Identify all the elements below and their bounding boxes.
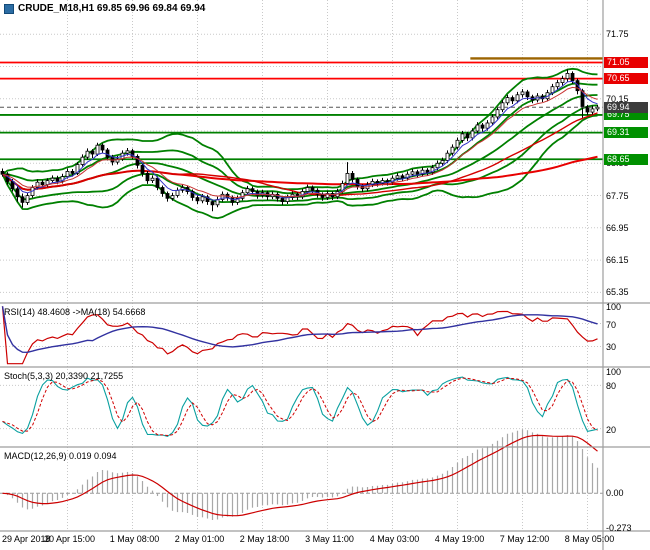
resistance-level-badge: 71.05 xyxy=(604,56,648,68)
stoch-axis-tick: 20 xyxy=(606,424,617,435)
macd-axis-tick: 0.00 xyxy=(606,488,624,499)
rsi-label: RSI(14) 48.4608 ->MA(18) 54.6668 xyxy=(4,307,146,317)
current-price-badge: 69.94 xyxy=(604,101,648,113)
time-axis-label: 3 May 11:00 xyxy=(305,534,354,544)
time-axis-label: 2 May 18:00 xyxy=(239,534,290,544)
price-axis-tick: 66.15 xyxy=(606,255,629,266)
support-level-badge: 69.75 xyxy=(604,109,648,121)
stoch-label: Stoch(5,3,3) 20,3390 21,7255 xyxy=(4,371,124,381)
support-level-badge: 69.31 xyxy=(604,127,648,139)
time-axis-label: 2 May 01:00 xyxy=(174,534,225,544)
rsi-axis-tick: 100 xyxy=(606,302,622,313)
symbol-header: CRUDE_M18,H1 69.85 69.96 69.84 69.94 xyxy=(4,3,205,14)
time-axis-label: 29 Apr 2018 xyxy=(2,534,51,544)
time-axis-label: 4 May 19:00 xyxy=(434,534,485,544)
resistance-level-badge: 70.65 xyxy=(604,73,648,85)
price-axis-tick: 65.35 xyxy=(606,287,629,298)
macd-axis-tick: -0.273 xyxy=(606,522,632,533)
price-axis-tick: 67.75 xyxy=(606,190,629,201)
macd-label: MACD(12,26,9) 0.019 0.094 xyxy=(4,451,117,461)
price-axis-tick: 71.75 xyxy=(606,29,629,40)
time-axis-label: 7 May 12:00 xyxy=(499,534,550,544)
time-axis-label: 1 May 08:00 xyxy=(109,534,160,544)
price-axis-tick: 66.95 xyxy=(606,222,629,233)
stoch-axis-tick: 100 xyxy=(606,366,622,377)
time-axis-label: 30 Apr 15:00 xyxy=(43,534,96,544)
chart-icon xyxy=(4,3,14,14)
stoch-axis-tick: 80 xyxy=(606,381,617,392)
price-axis-tick: 70.15 xyxy=(606,93,629,104)
symbol-ohlc-text: CRUDE_M18,H1 69.85 69.96 69.84 69.94 xyxy=(18,3,206,14)
rsi-axis-tick: 30 xyxy=(606,342,617,353)
support-level-badge: 68.65 xyxy=(604,153,648,165)
time-axis-label: 8 May 05:00 xyxy=(564,534,615,544)
rsi-axis-tick: 70 xyxy=(606,319,617,330)
time-axis-label: 4 May 03:00 xyxy=(369,534,420,544)
